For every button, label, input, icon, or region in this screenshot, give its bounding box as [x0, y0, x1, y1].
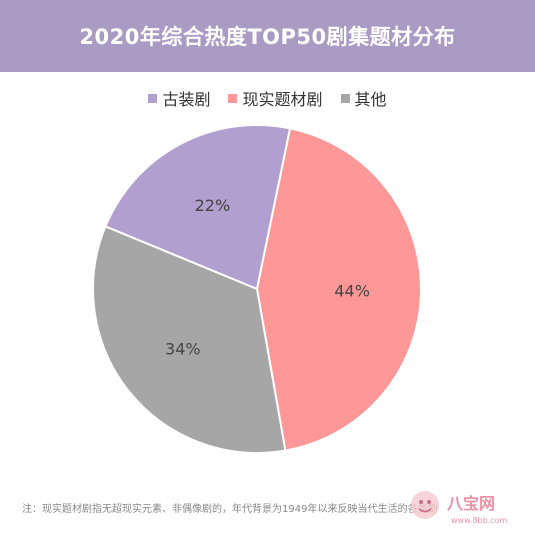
legend-swatch — [228, 93, 238, 103]
legend-swatch — [340, 93, 350, 103]
slice-label: 34% — [165, 340, 201, 359]
legend-label: 现实题材剧 — [242, 90, 323, 109]
legend: 古装剧 现实题材剧 其他 — [0, 86, 535, 110]
legend-item-realistic: 现实题材剧 — [228, 86, 323, 110]
slice-label: 44% — [334, 281, 370, 300]
title-banner: 2020年综合热度TOP50剧集题材分布 — [0, 0, 535, 72]
pie-slice-other — [92, 225, 287, 454]
svg-text:www.8bb.com: www.8bb.com — [451, 516, 508, 525]
legend-swatch — [148, 93, 158, 103]
svg-text:八宝网: 八宝网 — [446, 494, 495, 513]
pie-slice-ancient — [104, 124, 292, 291]
pie-slice-realistic — [255, 127, 422, 452]
legend-label: 其他 — [354, 90, 387, 109]
legend-item-other: 其他 — [340, 86, 387, 110]
watermark-logo: 八宝网 www.8bb.com — [411, 491, 508, 525]
slice-label: 22% — [195, 196, 231, 215]
legend-label: 古装剧 — [162, 90, 211, 109]
footnote: 注：现实题材剧指无超现实元素、非偶像剧的，年代背景为1949年以来反映当代生活的… — [22, 504, 438, 515]
legend-item-ancient: 古装剧 — [148, 86, 210, 110]
chart-title: 2020年综合热度TOP50剧集题材分布 — [79, 25, 456, 49]
